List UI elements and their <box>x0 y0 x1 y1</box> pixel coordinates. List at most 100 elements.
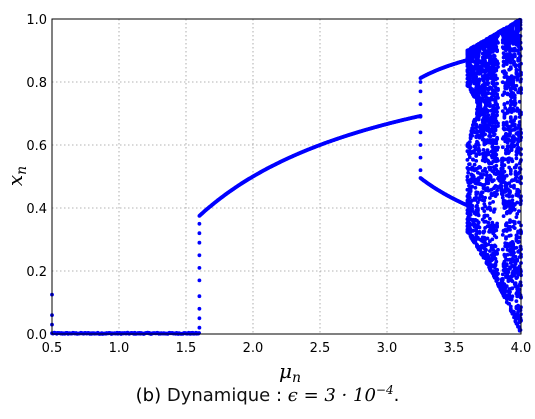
data-point <box>505 100 510 105</box>
data-point <box>510 159 515 164</box>
data-point <box>508 224 512 229</box>
data-point <box>508 60 513 65</box>
data-point <box>510 198 515 203</box>
y-tick-label: 1.0 <box>26 13 47 28</box>
data-point <box>476 117 481 122</box>
data-point <box>482 229 487 234</box>
data-point <box>468 212 473 217</box>
data-point <box>491 159 495 164</box>
data-point <box>500 145 505 150</box>
data-point <box>510 194 515 199</box>
data-point <box>476 178 481 183</box>
data-point <box>197 240 202 245</box>
x-tick-label: 4.0 <box>511 341 532 356</box>
data-point <box>483 132 487 137</box>
data-point <box>509 208 514 213</box>
data-point <box>486 152 491 157</box>
data-point <box>471 123 475 127</box>
data-point <box>506 270 511 274</box>
y-axis-label: xn <box>3 166 30 186</box>
data-point <box>508 169 513 173</box>
data-point <box>517 220 521 225</box>
data-point <box>486 75 491 80</box>
data-point <box>496 124 500 128</box>
data-point <box>478 247 483 252</box>
data-point <box>505 252 510 257</box>
data-point <box>491 200 495 204</box>
data-point <box>486 113 491 118</box>
data-point <box>496 121 500 126</box>
data-point <box>502 102 507 106</box>
data-point <box>496 145 500 150</box>
caption-math: ϵ = 3 · 10 <box>287 385 376 406</box>
data-point <box>517 190 521 194</box>
data-point <box>197 294 202 299</box>
caption-exponent: −4 <box>375 383 394 397</box>
data-point <box>490 220 495 225</box>
data-point <box>486 91 491 96</box>
data-point <box>418 143 423 147</box>
figure-caption: (b) Dynamique : ϵ = 3 · 10−4. <box>0 383 535 406</box>
y-tick-label: 0.4 <box>26 202 47 217</box>
data-point <box>483 204 487 209</box>
data-point <box>502 169 507 174</box>
data-point <box>504 262 509 267</box>
data-point <box>514 299 519 303</box>
data-point <box>494 163 499 168</box>
x-tick-label: 0.5 <box>42 341 63 356</box>
data-point <box>480 190 485 195</box>
data-point <box>500 166 505 171</box>
data-point <box>418 89 423 94</box>
data-point <box>476 190 480 195</box>
data-point <box>486 220 491 225</box>
caption-prefix: (b) <box>135 385 167 406</box>
data-point <box>476 200 480 205</box>
data-point <box>512 98 517 103</box>
data-point <box>484 170 489 175</box>
data-point <box>468 145 473 150</box>
data-point <box>484 248 488 253</box>
data-point <box>496 33 500 38</box>
data-point <box>512 93 517 98</box>
data-point <box>494 141 499 146</box>
data-point <box>470 203 475 208</box>
data-point <box>476 143 481 148</box>
data-point <box>478 105 483 109</box>
data-point <box>496 65 500 69</box>
caption-separator: : <box>270 385 288 406</box>
data-point <box>492 223 496 228</box>
data-point <box>485 213 490 218</box>
data-point <box>515 200 520 205</box>
y-tick-label: 0.2 <box>26 265 47 280</box>
data-point <box>482 209 487 214</box>
data-point <box>510 294 515 299</box>
data-point <box>486 81 491 85</box>
data-point <box>490 124 495 128</box>
data-point <box>481 148 486 152</box>
data-point <box>495 267 499 272</box>
data-point <box>514 175 519 179</box>
data-point <box>507 200 512 205</box>
data-point <box>514 215 519 220</box>
data-point <box>508 171 513 176</box>
data-point <box>510 279 515 284</box>
data-point <box>513 318 518 323</box>
data-point <box>488 201 492 206</box>
data-point <box>512 75 516 80</box>
data-point <box>507 181 512 186</box>
data-point <box>500 233 505 237</box>
data-point <box>512 202 517 207</box>
data-point <box>488 165 493 170</box>
data-point <box>488 54 493 59</box>
y-tick-label: 0.0 <box>26 328 47 343</box>
data-point <box>495 102 499 107</box>
caption-bold: Dynamique <box>166 385 271 406</box>
data-point <box>486 242 491 247</box>
data-point <box>514 156 519 161</box>
data-point <box>508 218 512 223</box>
x-tick-label: 2.0 <box>243 341 264 356</box>
data-point <box>509 297 514 302</box>
data-point <box>495 135 499 140</box>
data-point <box>488 98 492 103</box>
data-point <box>514 83 519 88</box>
